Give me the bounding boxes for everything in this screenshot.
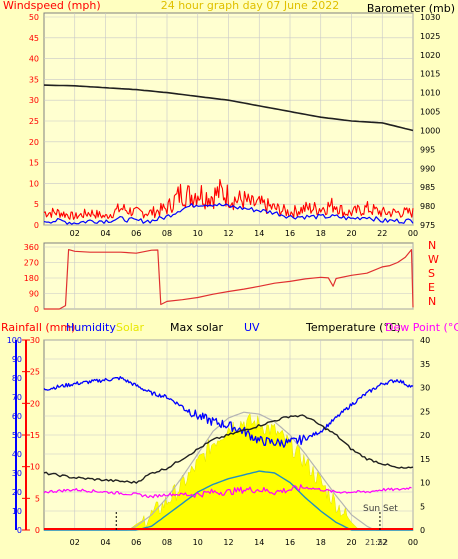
windspeed-axis-title: Windspeed (mph)	[3, 0, 101, 12]
direction-tick-label: 270	[24, 259, 39, 268]
x-tick-label: 00	[408, 538, 418, 547]
compass-label: N	[428, 239, 436, 252]
dewpoint-line	[43, 484, 412, 499]
x-tick-label: 02	[70, 229, 80, 238]
barometer-axis-title: Barometer (mb)	[367, 2, 455, 15]
x-tick-label: 08	[162, 538, 172, 547]
temperature-tick-label: 20	[420, 431, 430, 440]
barometer-tick-label: 1030	[420, 13, 440, 22]
x-tick-label: 12	[223, 229, 233, 238]
humidity-tick-label: 100	[7, 336, 22, 345]
x-tick-label: 08	[162, 229, 172, 238]
windspeed-tick-label: 0	[34, 221, 39, 230]
temperature-line	[43, 414, 414, 484]
x-tick-label: 10	[193, 229, 203, 238]
temperature-tick-label: 40	[420, 336, 430, 345]
temperature-tick-label: 30	[420, 384, 430, 393]
barometer-tick-label: 1015	[420, 70, 440, 79]
barometer-tick-label: 985	[420, 183, 435, 192]
x-tick-label: 06	[131, 538, 141, 547]
x-tick-label: 12	[223, 538, 233, 547]
windspeed-tick-label: 30	[29, 96, 39, 105]
solar-legend: Solar	[116, 321, 145, 334]
x-tick-label: 10	[193, 538, 203, 547]
barometer-tick-label: 1020	[420, 51, 440, 60]
barometer-line	[43, 84, 414, 132]
barometer-tick-label: 1000	[420, 126, 440, 135]
compass-label: E	[428, 281, 435, 294]
x-tick-label: 16	[285, 538, 295, 547]
humidity-line	[43, 376, 414, 448]
x-tick-label: 04	[100, 229, 110, 238]
temperature-tick-label: 25	[420, 407, 430, 416]
rainfall-tick-label: 20	[30, 399, 40, 408]
maxsolar-legend: Max solar	[170, 321, 223, 334]
x-tick-label: 20	[346, 229, 356, 238]
compass-label: W	[428, 253, 439, 266]
temperature-legend: Temperature (°C)	[305, 321, 401, 334]
barometer-tick-label: 995	[420, 145, 435, 154]
temperature-tick-label: 5	[420, 502, 425, 511]
x-tick-label: 22	[377, 229, 387, 238]
x-tick-label: 00	[408, 229, 418, 238]
x-tick-label: 14	[254, 229, 264, 238]
direction-tick-label: 0	[34, 305, 39, 314]
rainfall-tick-label: 30	[30, 336, 40, 345]
temperature-tick-label: 35	[420, 360, 430, 369]
sunset-label: Sun Set	[363, 504, 398, 514]
rainfall-tick-label: 10	[30, 463, 40, 472]
dewpoint-legend: Dew Point (°C)	[385, 321, 458, 334]
windspeed-tick-label: 20	[29, 138, 39, 147]
humidity-legend: Humidity	[66, 321, 116, 334]
barometer-tick-label: 975	[420, 221, 435, 230]
compass-label: N	[428, 295, 436, 308]
windspeed-tick-label: 45	[29, 34, 39, 43]
x-tick-label: 18	[316, 538, 326, 547]
rainfall-legend: Rainfall (mm)	[1, 321, 75, 334]
windspeed-tick-label: 25	[29, 117, 39, 126]
temperature-tick-label: 10	[420, 479, 430, 488]
direction-tick-label: 90	[29, 290, 39, 299]
windspeed-line	[43, 178, 414, 220]
wind-average-line	[43, 202, 414, 225]
direction-tick-label: 360	[24, 243, 39, 252]
windspeed-tick-label: 10	[29, 179, 39, 188]
windspeed-tick-label: 50	[29, 13, 39, 22]
x-tick-label: 02	[70, 538, 80, 547]
windspeed-tick-label: 5	[34, 200, 39, 209]
windspeed-tick-label: 40	[29, 55, 39, 64]
sunset-time-label: 21:52	[365, 538, 388, 547]
x-tick-label: 18	[316, 229, 326, 238]
barometer-tick-label: 1005	[420, 108, 440, 117]
windspeed-tick-label: 15	[29, 159, 39, 168]
barometer-tick-label: 980	[420, 202, 435, 211]
x-tick-label: 14	[254, 538, 264, 547]
temperature-tick-label: 15	[420, 455, 430, 464]
rainfall-tick-label: 0	[35, 526, 40, 535]
temperature-solar-plot: 0102030405060708090100051015202530051015…	[7, 336, 430, 547]
temperature-tick-label: 0	[420, 526, 425, 535]
uv-legend: UV	[244, 321, 260, 334]
direction-tick-label: 180	[24, 274, 39, 283]
compass-label: S	[428, 267, 435, 280]
chart-title: 24 hour graph day 07 June 2022	[161, 0, 340, 12]
rainfall-tick-label: 5	[35, 494, 40, 503]
x-tick-label: 16	[285, 229, 295, 238]
humidity-tick-label: 0	[17, 526, 22, 535]
barometer-tick-label: 990	[420, 164, 435, 173]
x-tick-label: 06	[131, 229, 141, 238]
barometer-tick-label: 1025	[420, 32, 440, 41]
barometer-tick-label: 1010	[420, 89, 440, 98]
wind-direction-line	[44, 249, 414, 310]
rainfall-tick-label: 15	[30, 431, 40, 440]
rainfall-tick-label: 25	[30, 368, 40, 377]
x-tick-label: 20	[346, 538, 356, 547]
x-tick-label: 22	[377, 538, 387, 547]
wind-barometer-plot: 0510152025303540455097598098599099510001…	[29, 12, 440, 238]
windspeed-tick-label: 35	[29, 75, 39, 84]
x-tick-label: 04	[100, 538, 110, 547]
